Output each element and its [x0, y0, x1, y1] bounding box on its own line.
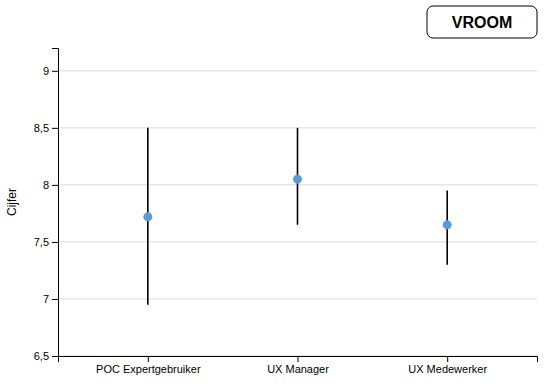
tick: 8	[43, 179, 58, 191]
tick: UX Medewerker	[408, 356, 487, 375]
tick-label: 7	[43, 293, 49, 305]
tick-label: 9	[43, 65, 49, 77]
tick: UX Manager	[267, 356, 329, 375]
chart: 6,5 7 7,5 8 8,5 9 POC Expertgebruiker UX Manage…	[0, 0, 557, 392]
marks	[143, 128, 451, 305]
axis-line	[52, 49, 59, 357]
tick: 8,5	[34, 122, 58, 134]
tick-mark	[52, 242, 58, 243]
grid-line	[58, 241, 537, 242]
y-axis-title: Cijfer	[5, 188, 19, 216]
grid	[58, 71, 537, 356]
point	[443, 220, 452, 229]
grid-line	[58, 70, 537, 71]
tick-label: 8,5	[34, 122, 49, 134]
logo-box	[427, 6, 537, 38]
tick-mark	[148, 356, 149, 362]
grid-line	[58, 298, 537, 299]
logo: VROOM	[427, 6, 537, 38]
tick-mark	[52, 71, 58, 72]
tick-label: 7,5	[34, 236, 49, 248]
tick-mark	[52, 356, 58, 357]
annotation: VROOM	[452, 14, 512, 31]
tick-label: UX Manager	[267, 363, 329, 375]
tick-label: UX Medewerker	[408, 363, 487, 375]
tick: POC Expertgebruiker	[96, 356, 201, 375]
tick: 9	[43, 65, 58, 77]
tick-mark	[447, 356, 448, 362]
tick-label: 6,5	[34, 350, 49, 362]
tick-mark	[52, 299, 58, 300]
tick-mark	[52, 185, 58, 186]
tick: 7,5	[34, 236, 58, 248]
axis-line	[59, 357, 538, 363]
point	[143, 212, 152, 221]
tick: 6,5	[34, 350, 58, 362]
tick-mark	[298, 356, 299, 362]
point	[293, 175, 302, 184]
y-axis: 6,5 7 7,5 8 8,5 9	[34, 49, 59, 363]
x-axis: POC Expertgebruiker UX Manager UX Medewerk…	[59, 356, 538, 375]
plot: 6,5 7 7,5 8 8,5 9 POC Expertgebruiker UX Manage…	[5, 49, 538, 375]
tick-label: POC Expertgebruiker	[96, 363, 201, 375]
tick-mark	[52, 128, 58, 129]
tick-label: 8	[43, 179, 49, 191]
tick: 7	[43, 293, 58, 305]
